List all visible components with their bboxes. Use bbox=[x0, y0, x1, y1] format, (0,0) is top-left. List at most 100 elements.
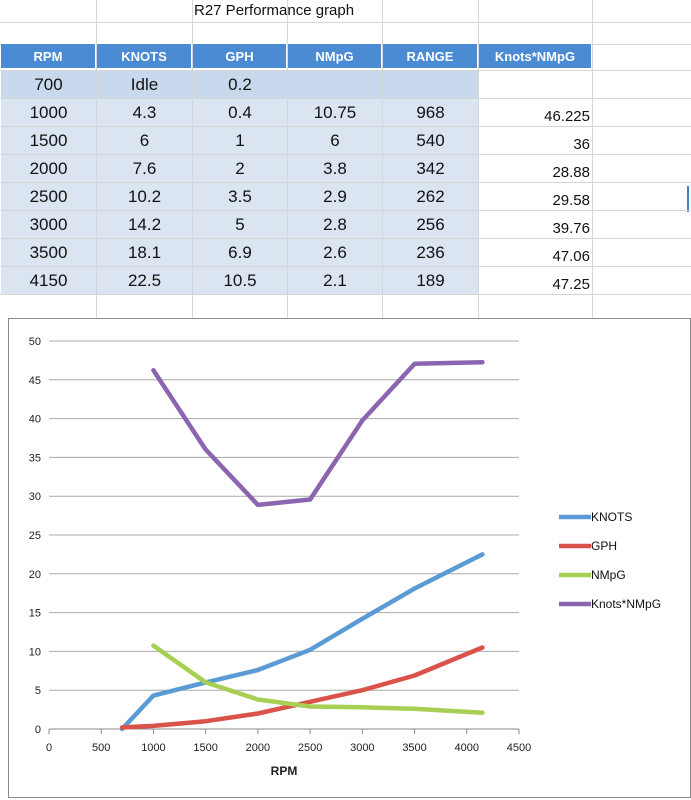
x-tick-label: 1000 bbox=[141, 742, 165, 754]
chart-frame[interactable]: 0 5 10 15 20 25 30 35 40 45 50 0 500 1000 1500 2000 2500… bbox=[8, 318, 691, 798]
x-tick-label: 4000 bbox=[455, 742, 479, 754]
table-cell[interactable]: 6.9 bbox=[193, 239, 287, 266]
table-cell[interactable]: 10.2 bbox=[97, 183, 192, 210]
table-cell[interactable]: 1000 bbox=[1, 99, 96, 126]
table-cell[interactable] bbox=[288, 71, 382, 98]
table-cell[interactable]: 47.25 bbox=[552, 276, 590, 293]
grid-row-line bbox=[0, 22, 691, 23]
grid-row-line bbox=[0, 210, 691, 211]
table-cell[interactable]: 1 bbox=[193, 127, 287, 154]
sheet-title: R27 Performance graph bbox=[194, 2, 355, 19]
table-cell[interactable]: 2500 bbox=[1, 183, 96, 210]
x-tick-label: 3500 bbox=[402, 742, 426, 754]
table-cell[interactable]: 46.225 bbox=[544, 108, 590, 125]
table-cell[interactable]: 2 bbox=[193, 155, 287, 182]
grid-row-line bbox=[0, 294, 691, 295]
series-line-gph bbox=[119, 645, 485, 730]
table-cell[interactable]: 7.6 bbox=[97, 155, 192, 182]
table-cell[interactable]: 5 bbox=[193, 211, 287, 238]
cell-selection-marker bbox=[687, 186, 689, 212]
table-cell[interactable]: 3500 bbox=[1, 239, 96, 266]
table-cell[interactable]: 700 bbox=[1, 71, 96, 98]
table-cell[interactable]: 1500 bbox=[1, 127, 96, 154]
column-header[interactable]: KNOTS bbox=[97, 44, 192, 68]
table-cell[interactable]: 0.4 bbox=[193, 99, 287, 126]
table-cell[interactable]: 342 bbox=[383, 155, 478, 182]
table-cell[interactable]: 3.8 bbox=[288, 155, 382, 182]
table-cell[interactable]: 39.76 bbox=[552, 220, 590, 237]
table-cell[interactable] bbox=[383, 71, 478, 98]
table-cell[interactable]: 968 bbox=[383, 99, 478, 126]
table-cell[interactable]: 262 bbox=[383, 183, 478, 210]
grid-column-line bbox=[382, 0, 383, 320]
table-cell[interactable]: 10.5 bbox=[193, 267, 287, 294]
table-cell[interactable]: 4.3 bbox=[97, 99, 192, 126]
table-cell[interactable]: 4150 bbox=[1, 267, 96, 294]
table-cell[interactable]: 2.6 bbox=[288, 239, 382, 266]
y-tick-label: 20 bbox=[29, 569, 41, 581]
series-line-knots bbox=[119, 552, 485, 732]
y-tick-label: 0 bbox=[35, 724, 41, 736]
x-tick-label: 3000 bbox=[350, 742, 374, 754]
table-cell[interactable]: 3.5 bbox=[193, 183, 287, 210]
grid-row-line bbox=[0, 70, 691, 71]
grid-row-line bbox=[0, 238, 691, 239]
y-tick-label: 10 bbox=[29, 646, 41, 658]
y-tick-label: 45 bbox=[29, 375, 41, 387]
table-cell[interactable]: 189 bbox=[383, 267, 478, 294]
grid-column-line bbox=[287, 0, 288, 320]
y-tick-label: 5 bbox=[35, 685, 41, 697]
table-cell[interactable]: 256 bbox=[383, 211, 478, 238]
table-cell[interactable]: 29.58 bbox=[552, 192, 590, 209]
table-cell[interactable]: Idle bbox=[97, 71, 192, 98]
table-cell[interactable]: 2.1 bbox=[288, 267, 382, 294]
column-header[interactable]: NMpG bbox=[288, 44, 382, 68]
grid-row-line bbox=[0, 266, 691, 267]
y-tick-label: 30 bbox=[29, 491, 41, 503]
grid-column-line bbox=[96, 0, 97, 320]
grid-column-line bbox=[592, 0, 593, 320]
legend-label: GPH bbox=[591, 539, 617, 553]
table-cell[interactable]: 3000 bbox=[1, 211, 96, 238]
y-tick-label: 35 bbox=[29, 452, 41, 464]
series-line-nmpg bbox=[151, 643, 485, 715]
table-cell[interactable]: 2000 bbox=[1, 155, 96, 182]
table-cell[interactable]: 2.8 bbox=[288, 211, 382, 238]
table-cell[interactable] bbox=[479, 75, 592, 102]
table-cell[interactable]: 2.9 bbox=[288, 183, 382, 210]
table-cell[interactable]: 0.2 bbox=[193, 71, 287, 98]
y-tick-label: 40 bbox=[29, 414, 41, 426]
table-cell[interactable]: 6 bbox=[288, 127, 382, 154]
legend-label: Knots*NMpG bbox=[591, 597, 661, 611]
y-tick-label: 15 bbox=[29, 608, 41, 620]
grid-row-line bbox=[0, 154, 691, 155]
table-cell[interactable]: 28.88 bbox=[552, 164, 590, 181]
table-cell[interactable]: 22.5 bbox=[97, 267, 192, 294]
x-tick-label: 4500 bbox=[507, 742, 531, 754]
legend-label: KNOTS bbox=[591, 510, 632, 524]
x-tick-label: 2500 bbox=[298, 742, 322, 754]
x-tick-label: 2000 bbox=[246, 742, 270, 754]
y-tick-label: 50 bbox=[29, 336, 41, 348]
table-cell[interactable]: 236 bbox=[383, 239, 478, 266]
grid-row-line bbox=[0, 98, 691, 99]
column-header[interactable]: GPH bbox=[193, 44, 287, 68]
series-line-knots-nmpg bbox=[151, 360, 485, 508]
table-cell[interactable]: 10.75 bbox=[288, 99, 382, 126]
table-cell[interactable]: 6 bbox=[97, 127, 192, 154]
table-cell[interactable]: 36 bbox=[573, 136, 590, 153]
grid-column-line bbox=[478, 0, 479, 320]
column-header[interactable]: RANGE bbox=[383, 44, 478, 68]
x-tick-label: 500 bbox=[92, 742, 110, 754]
spreadsheet: R27 Performance graph RPM KNOTS GPH NMpG RAN… bbox=[0, 0, 691, 320]
y-tick-label: 25 bbox=[29, 530, 41, 542]
table-cell[interactable]: 47.06 bbox=[552, 248, 590, 265]
x-axis-title: RPM bbox=[271, 764, 298, 778]
table-cell[interactable]: 14.2 bbox=[97, 211, 192, 238]
table-cell[interactable]: 540 bbox=[383, 127, 478, 154]
column-header[interactable]: RPM bbox=[1, 44, 96, 68]
column-header[interactable]: Knots*NMpG bbox=[479, 44, 592, 68]
table-cell[interactable]: 18.1 bbox=[97, 239, 192, 266]
grid-row-line bbox=[0, 182, 691, 183]
